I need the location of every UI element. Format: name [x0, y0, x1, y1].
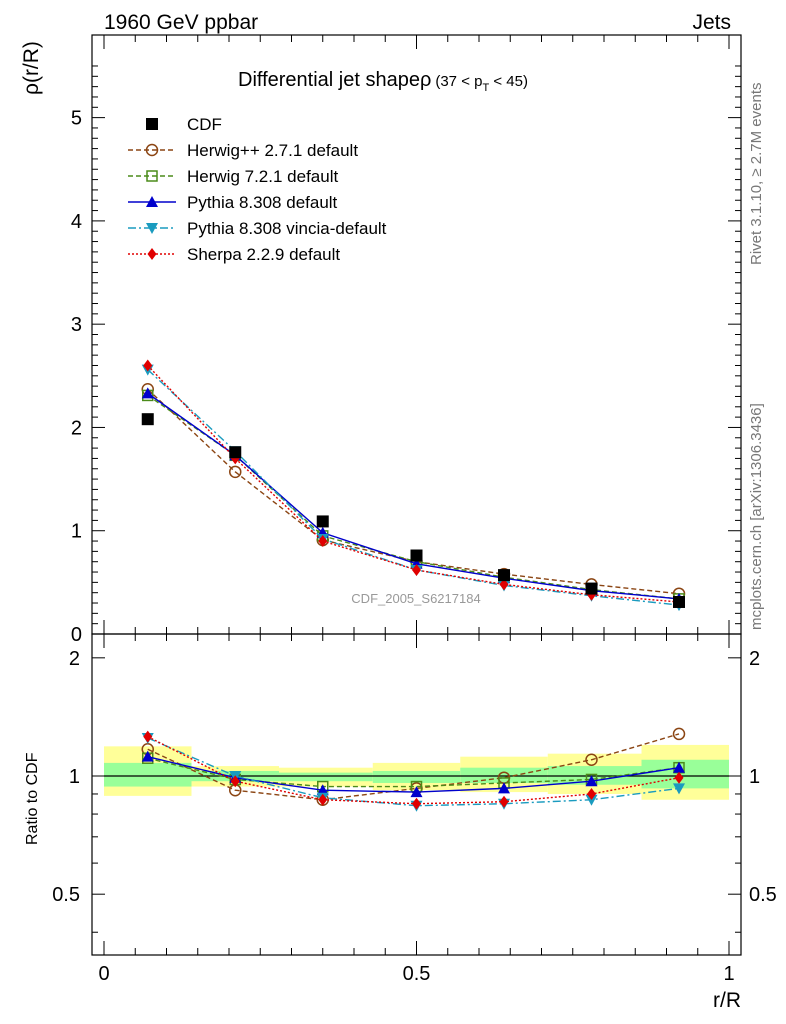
- legend: CDF Herwig++ 2.7.1 default Herwig 7.2.1 de…: [128, 115, 387, 264]
- x-tick-label: 0: [98, 963, 109, 985]
- ratio-band-green: [460, 767, 548, 783]
- ratio-y-axis-label: Ratio to CDF: [24, 752, 41, 845]
- legend-marker: [146, 170, 158, 182]
- legend-marker: [147, 248, 157, 260]
- ratio-data-layer: [141, 727, 686, 812]
- header-left: 1960 GeV ppbar: [104, 11, 258, 34]
- ratio-series-point: [585, 775, 598, 787]
- ratio-series-line: [147, 733, 680, 801]
- ratio-series-point: [316, 784, 329, 796]
- ratio-series-point: [412, 797, 421, 810]
- main-y-tick-label: 3: [71, 314, 82, 336]
- series-line: [147, 388, 680, 595]
- ratio-series-point: [672, 727, 686, 741]
- ratio-panel: 0 0.5 1 0.5 0.5 1 1 2 2 Ratio to CDF r/R: [24, 633, 777, 1012]
- ratio-series-point: [230, 775, 240, 788]
- ratio-series-point: [498, 782, 510, 794]
- legend-marker: [146, 196, 158, 207]
- ratio-band-green: [104, 762, 192, 787]
- legend-marker: [146, 118, 158, 130]
- data-point: [229, 446, 242, 459]
- series-point: [141, 387, 154, 399]
- ratio-y-tick-label-right: 0.5: [749, 884, 777, 906]
- main-y-tick-label: 4: [71, 211, 82, 233]
- series-point: [412, 563, 421, 576]
- series-point: [318, 535, 328, 548]
- ratio-series-point: [410, 786, 423, 798]
- ratio-band-green: [279, 772, 373, 782]
- main-y-tick-label: 0: [71, 624, 82, 646]
- main-y-tick-label: 2: [71, 417, 82, 439]
- ratio-series-point: [141, 750, 154, 762]
- ratio-axis-ticks: 0 0.5 1 0.5 0.5 1 1 2 2: [52, 634, 777, 985]
- main-axis-ticks: 0 1 2 3 4 5: [71, 35, 741, 646]
- legend-label: Pythia 8.308 vincia-default: [187, 219, 387, 238]
- legend-label: Herwig++ 2.7.1 default: [187, 141, 358, 160]
- legend-label: Sherpa 2.2.9 default: [187, 245, 340, 264]
- x-tick-label: 1: [723, 963, 734, 985]
- ratio-y-tick-label: 0.5: [52, 884, 80, 906]
- rivet-label: Rivet 3.1.10, ≥ 2.7M events: [748, 83, 765, 266]
- ratio-series-point: [674, 771, 684, 784]
- series-point: [143, 359, 153, 372]
- main-data-layer: [141, 359, 686, 612]
- data-point: [141, 413, 154, 426]
- watermark: CDF_2005_S6217184: [351, 591, 480, 606]
- series-point: [499, 578, 509, 591]
- ratio-band-green: [372, 770, 461, 783]
- mcplots-label: mcplots.cern.ch [arXiv:1306.3436]: [748, 403, 765, 630]
- ratio-series-point: [585, 753, 598, 767]
- data-point: [316, 515, 329, 528]
- legend-marker: [145, 143, 159, 157]
- data-point: [673, 595, 685, 608]
- chart-title: Differential jet shapeρ (37 < pT < 45): [238, 69, 528, 94]
- main-panel: 0 1 2 3 4 5 Differential jet shapeρ (37 < pT <…: [20, 34, 742, 646]
- legend-marker: [146, 223, 158, 234]
- ratio-series-point: [143, 730, 153, 743]
- x-axis-label: r/R: [713, 989, 741, 1012]
- data-point: [585, 582, 598, 595]
- series-point: [229, 465, 242, 479]
- ratio-band-green: [641, 759, 729, 789]
- ratio-y-tick-label-right: 1: [749, 766, 760, 788]
- ratio-series-point: [587, 787, 596, 800]
- legend-label: CDF: [187, 115, 222, 134]
- legend-label: Pythia 8.308 default: [187, 193, 338, 212]
- y-axis-label: ρ(r/R): [20, 41, 43, 95]
- ratio-series-point: [318, 793, 328, 806]
- ratio-y-tick-label-right: 2: [749, 648, 760, 670]
- x-tick-label: 0.5: [403, 963, 431, 985]
- ratio-y-tick-label: 2: [69, 648, 80, 670]
- ratio-y-tick-label: 1: [69, 766, 80, 788]
- ratio-series-point: [585, 794, 598, 806]
- data-point: [410, 549, 423, 562]
- ratio-series-point: [673, 761, 685, 773]
- header-right: Jets: [692, 11, 731, 34]
- ratio-uncertainty-bands: [104, 744, 729, 800]
- ratio-series-point: [673, 783, 685, 795]
- main-y-tick-label: 5: [71, 108, 82, 130]
- data-point: [498, 569, 510, 582]
- ratio-series-point: [499, 795, 509, 808]
- main-y-tick-label: 1: [71, 521, 82, 543]
- legend-label: Herwig 7.2.1 default: [187, 167, 338, 186]
